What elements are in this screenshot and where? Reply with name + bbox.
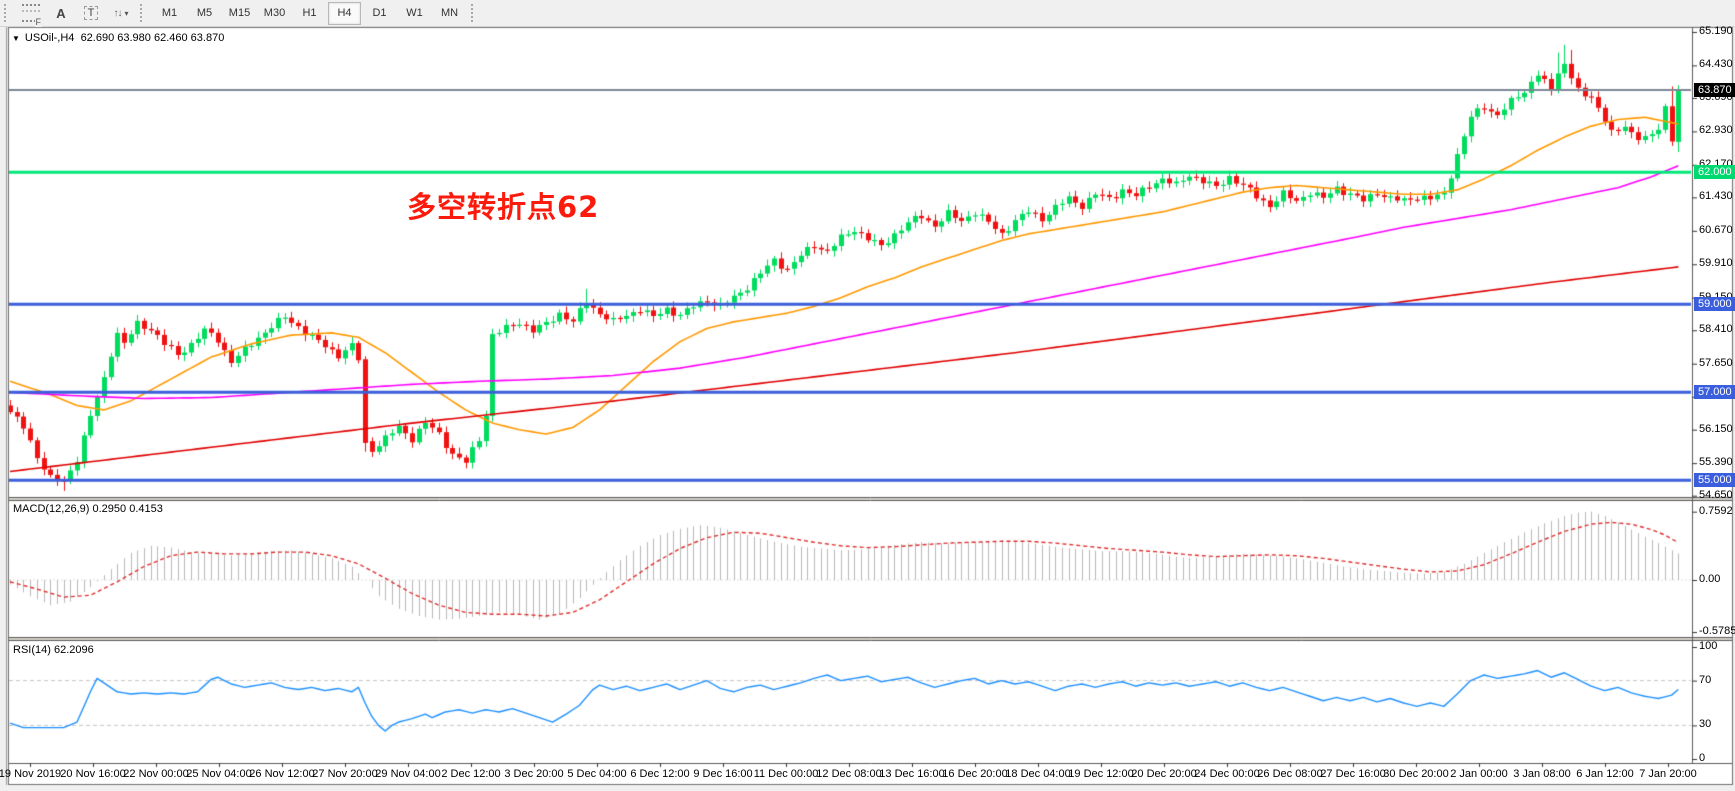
rsi-value: 62.2096 bbox=[53, 644, 94, 656]
price-axis-tick: 65.190 bbox=[1699, 24, 1733, 37]
macd-signal-value: 0.4153 bbox=[129, 503, 163, 515]
time-axis-label: 18 Dec 04:00 bbox=[1005, 768, 1071, 780]
text-label-button[interactable]: T bbox=[77, 2, 105, 25]
chart-symbol-title[interactable]: ▼ USOil-,H4 62.690 63.980 62.460 63.870 bbox=[12, 32, 224, 44]
time-axis-label: 19 Dec 12:00 bbox=[1068, 768, 1134, 780]
time-axis-label: 12 Dec 08:00 bbox=[816, 768, 882, 780]
timeframe-button-d1[interactable]: D1 bbox=[372, 7, 387, 19]
time-axis-label: 2 Dec 12:00 bbox=[441, 768, 501, 780]
time-axis-label: 20 Nov 16:00 bbox=[60, 768, 126, 780]
price-axis-tick: 62.930 bbox=[1699, 124, 1733, 137]
timeframe-button-mn[interactable]: MN bbox=[440, 7, 459, 19]
price-axis-tick: 57.650 bbox=[1699, 356, 1733, 369]
macd-axis-tick: -0.5785 bbox=[1699, 625, 1735, 638]
ohlc-values: 62.690 63.980 62.460 63.870 bbox=[80, 32, 225, 44]
time-axis-label: 6 Jan 12:00 bbox=[1576, 768, 1634, 780]
timeframe-button-group: M1 M5 M15 M30 H1 H4 D1 W1 MN bbox=[152, 1, 467, 25]
timeframe-button-h4[interactable]: H4 bbox=[328, 1, 361, 25]
rsi-axis-tick: 0 bbox=[1699, 752, 1706, 764]
rsi-indicator-label: RSI(14) 62.2096 bbox=[13, 644, 94, 656]
price-axis-tick: 54.650 bbox=[1699, 488, 1733, 501]
chart-text-annotation[interactable]: 多空转折点62 bbox=[407, 190, 600, 224]
timeframe-button-w1[interactable]: W1 bbox=[406, 7, 423, 19]
toolbar-drag-handle[interactable] bbox=[140, 4, 146, 22]
toolbar-drag-handle[interactable] bbox=[471, 4, 477, 22]
time-axis-label: 3 Dec 20:00 bbox=[504, 768, 564, 780]
symbol-period-label: USOil-,H4 bbox=[24, 32, 75, 44]
time-axis-label: 19 Nov 2019 bbox=[0, 768, 62, 780]
fibonacci-retracement-button[interactable]: F bbox=[17, 2, 45, 27]
timeframe-button-m15[interactable]: M15 bbox=[228, 7, 251, 19]
time-axis-label: 2 Jan 00:00 bbox=[1450, 768, 1508, 780]
price-line-label[interactable]: 59.000 bbox=[1694, 297, 1735, 312]
price-line-label[interactable]: 57.000 bbox=[1694, 385, 1735, 400]
time-axis-label: 29 Nov 04:00 bbox=[375, 768, 441, 780]
time-axis-label: 20 Dec 20:00 bbox=[1131, 768, 1197, 780]
price-axis-tick: 64.430 bbox=[1699, 58, 1733, 71]
time-axis-label: 26 Nov 12:00 bbox=[249, 768, 315, 780]
timeframe-button-m30[interactable]: M30 bbox=[263, 7, 286, 19]
timeframe-button-m1[interactable]: M1 bbox=[161, 7, 178, 19]
macd-axis-tick: 0.00 bbox=[1699, 573, 1721, 585]
time-axis-label: 30 Dec 20:00 bbox=[1383, 768, 1449, 780]
time-axis-label: 22 Nov 00:00 bbox=[123, 768, 189, 780]
time-axis-label: 9 Dec 16:00 bbox=[693, 768, 753, 780]
price-axis-tick: 60.670 bbox=[1699, 223, 1733, 236]
time-axis-label: 24 Dec 00:00 bbox=[1194, 768, 1260, 780]
time-axis-label: 27 Nov 20:00 bbox=[312, 768, 378, 780]
macd-axis-tick: 0.7592 bbox=[1699, 504, 1733, 517]
fibonacci-icon: F bbox=[22, 4, 42, 27]
price-axis-tick: 55.390 bbox=[1699, 456, 1733, 469]
rsi-axis-tick: 30 bbox=[1699, 718, 1712, 731]
arrows-tool-button[interactable]: ↑↓ ▾ bbox=[107, 2, 135, 25]
time-axis-label: 3 Jan 08:00 bbox=[1513, 768, 1571, 780]
time-axis-label: 11 Dec 00:00 bbox=[753, 768, 819, 780]
time-axis-label: 6 Dec 12:00 bbox=[630, 768, 690, 780]
price-axis-tick: 61.430 bbox=[1699, 190, 1733, 203]
price-line-label[interactable]: 63.870 bbox=[1694, 83, 1735, 98]
price-axis-tick: 56.150 bbox=[1699, 422, 1733, 435]
time-axis-label: 13 Dec 16:00 bbox=[879, 768, 945, 780]
timeframe-button-m5[interactable]: M5 bbox=[196, 7, 213, 19]
macd-value: 0.2950 bbox=[92, 503, 127, 515]
chevron-down-icon: ▾ bbox=[124, 8, 129, 18]
time-axis-label: 27 Dec 16:00 bbox=[1320, 768, 1386, 780]
macd-indicator-label: MACD(12,26,9) 0.2950 0.4153 bbox=[13, 503, 163, 515]
price-axis-tick: 58.410 bbox=[1699, 323, 1733, 336]
text-icon: A bbox=[56, 5, 66, 21]
time-axis-label: 25 Nov 04:00 bbox=[186, 768, 252, 780]
rsi-axis-tick: 100 bbox=[1699, 640, 1718, 652]
chart-toolbar: F A T ↑↓ ▾ M1 M5 M15 M30 H1 H4 D1 W1 MN bbox=[0, 0, 1735, 27]
price-axis-tick: 59.910 bbox=[1699, 257, 1733, 270]
time-axis-label: 16 Dec 20:00 bbox=[942, 768, 1008, 780]
time-axis-label: 5 Dec 04:00 bbox=[567, 768, 627, 780]
chart-dropdown-icon[interactable]: ▼ bbox=[12, 34, 20, 43]
text-label-icon: T bbox=[83, 6, 99, 20]
time-axis-label: 26 Dec 08:00 bbox=[1257, 768, 1323, 780]
draw-text-button[interactable]: A bbox=[47, 2, 75, 25]
toolbar-drag-handle[interactable] bbox=[4, 4, 10, 22]
price-line-label[interactable]: 62.000 bbox=[1694, 165, 1735, 180]
price-line-label[interactable]: 55.000 bbox=[1694, 473, 1735, 488]
time-axis-label: 7 Jan 20:00 bbox=[1639, 768, 1697, 780]
timeframe-button-h1[interactable]: H1 bbox=[302, 7, 317, 19]
rsi-axis-tick: 70 bbox=[1699, 673, 1712, 686]
arrows-icon: ↑↓ bbox=[113, 7, 122, 19]
